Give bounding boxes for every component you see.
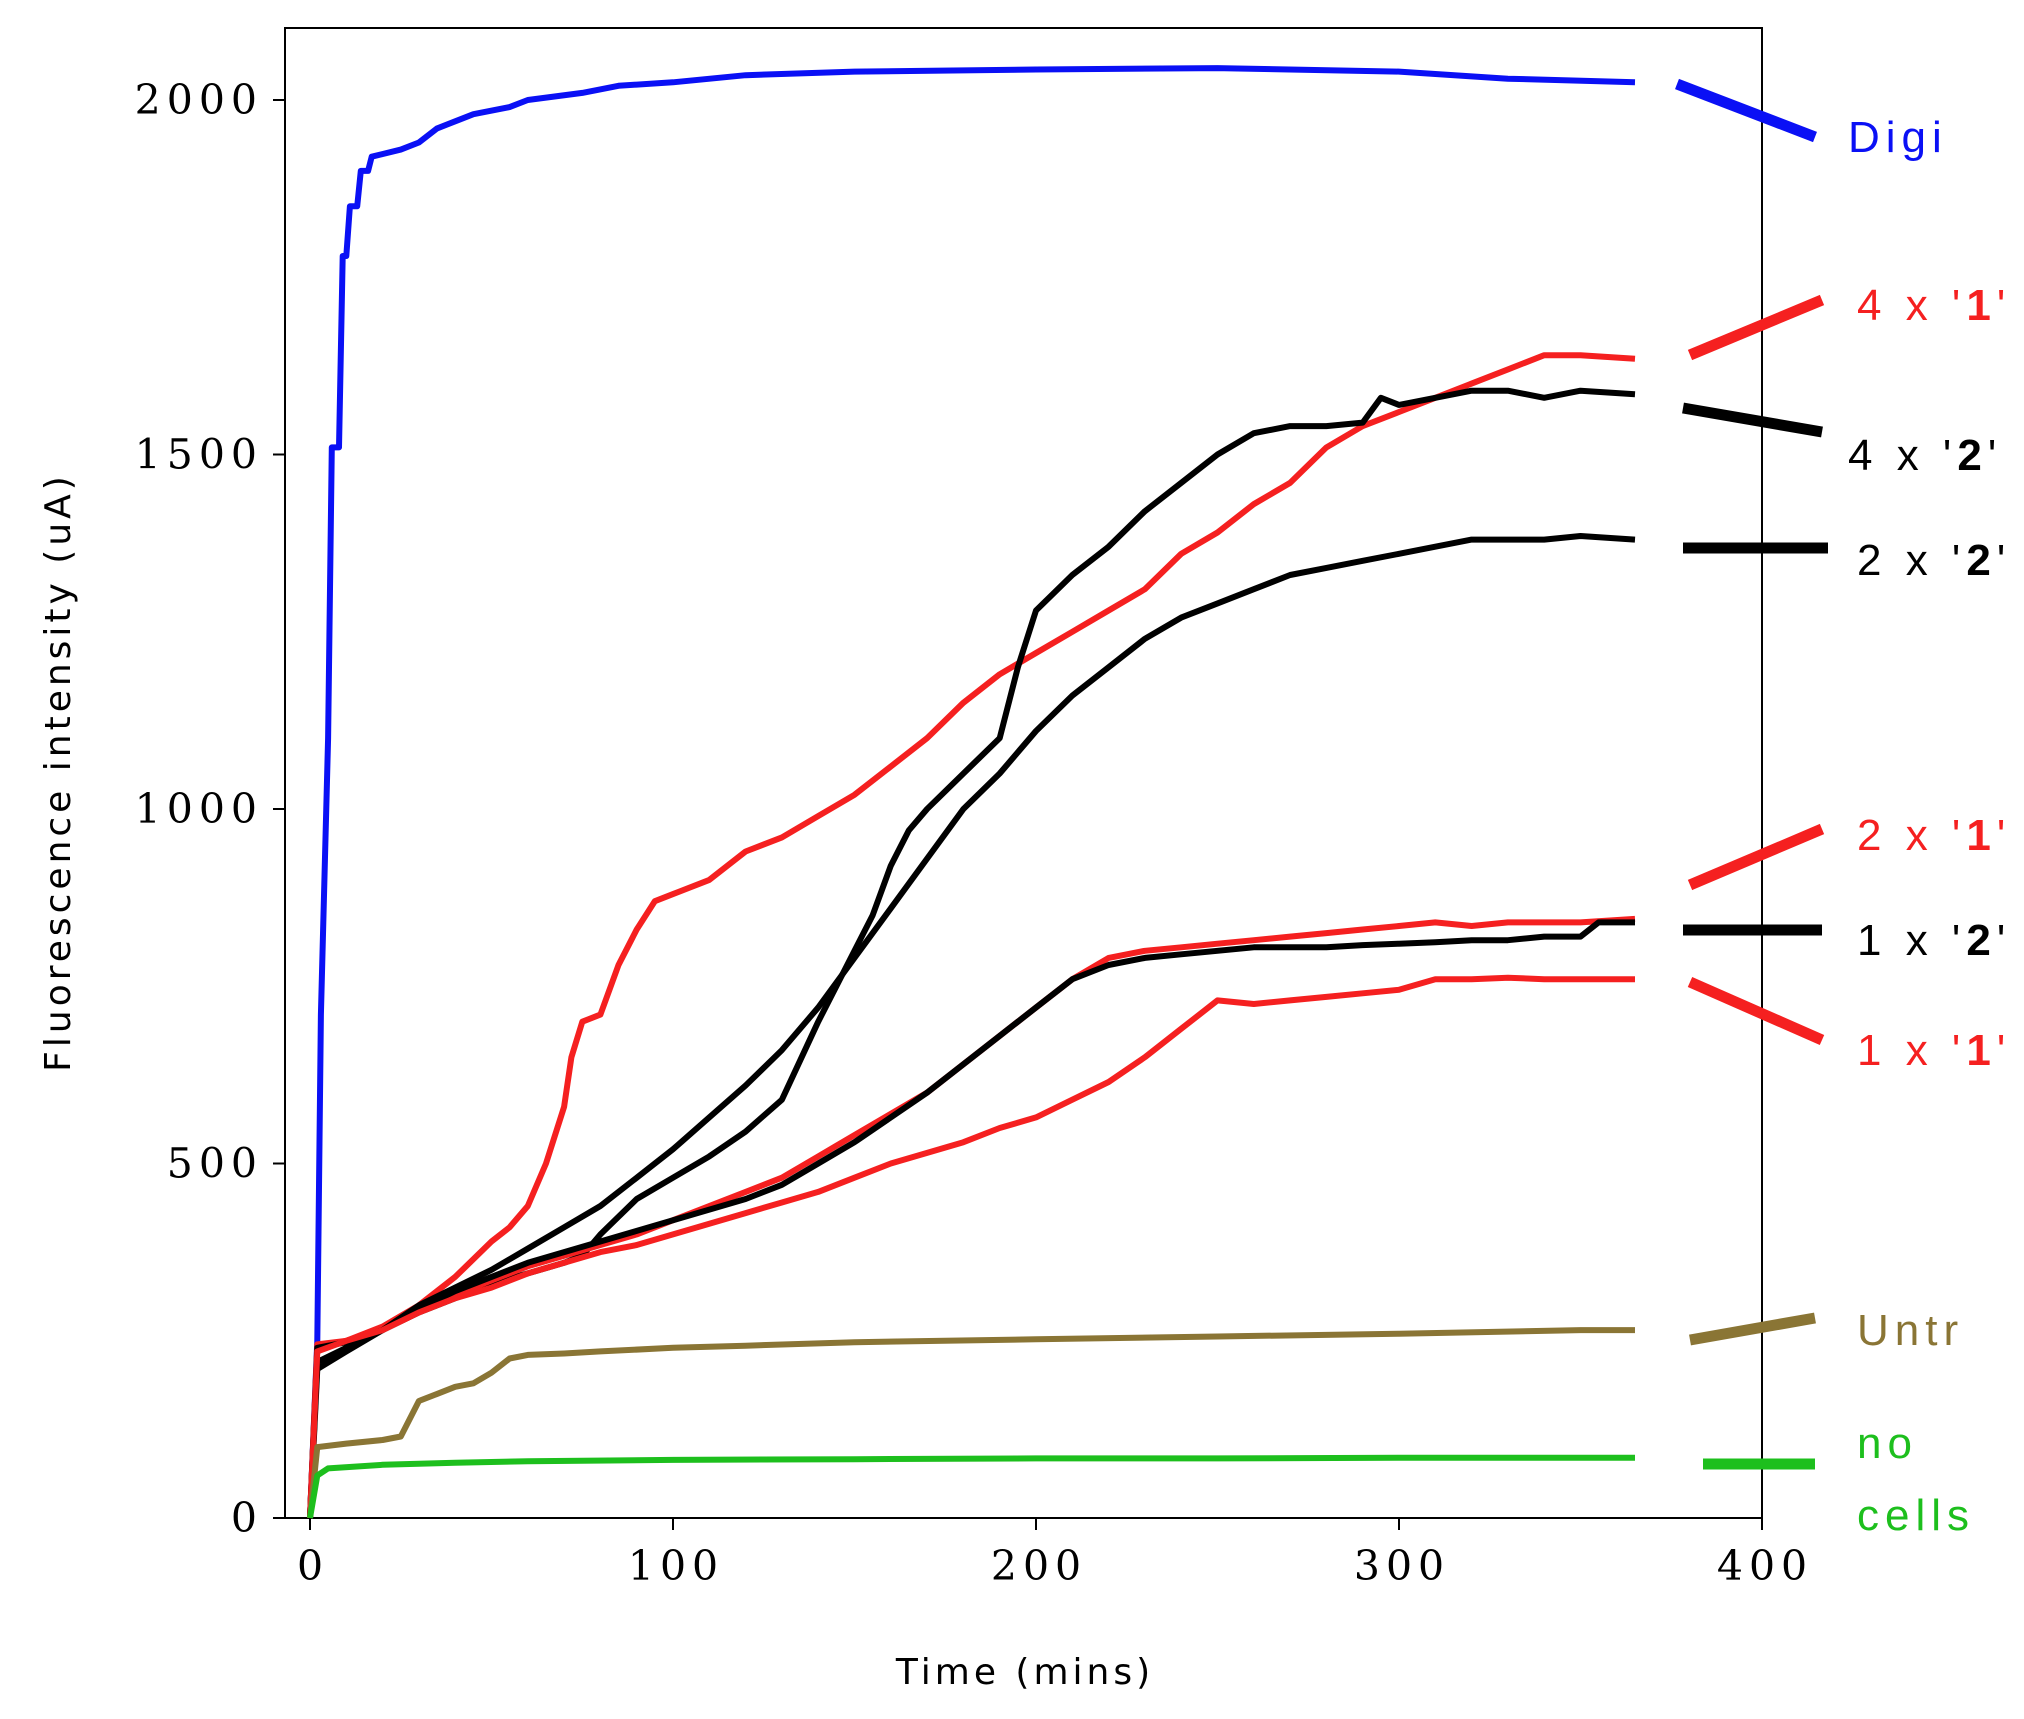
x-tick-label: 200 — [991, 1542, 1087, 1590]
legend-swatch-7 — [1689, 1312, 1816, 1346]
legend-label-part: 2 x ' — [1857, 536, 1966, 585]
legend-label-part: no — [1857, 1419, 1918, 1468]
series-layer — [307, 65, 1636, 1519]
series-line-1 — [307, 352, 1636, 1519]
legend-label-part: ' — [1997, 811, 2011, 860]
x-tick-label: 100 — [628, 1542, 724, 1590]
series-line-8 — [307, 1454, 1635, 1519]
series-line-2 — [307, 387, 1636, 1519]
legend-label-part: 1 — [1966, 811, 1996, 860]
y-axis-label: Fluorescence intensity (uA) — [38, 472, 79, 1072]
legend-label-part: ' — [1997, 916, 2011, 965]
legend-label-part: 1 — [1966, 281, 1996, 330]
series-line-5 — [307, 919, 1635, 1519]
legend-label-part: 1 — [1966, 1026, 1996, 1075]
legend-label-part: Digi — [1848, 113, 1948, 162]
series-line-7 — [307, 1327, 1635, 1519]
legend-label-1: 4 x '1' — [1857, 281, 2011, 330]
x-tick-label: 300 — [1354, 1542, 1450, 1590]
legend-label-part: 4 x ' — [1848, 431, 1957, 480]
legend-label-part: ' — [1988, 431, 2002, 480]
series-line-4 — [307, 915, 1636, 1519]
legend-label-part: ' — [1997, 281, 2011, 330]
legend-label-part: 1 x ' — [1857, 916, 1966, 965]
legend-label-part: 1 x ' — [1857, 1026, 1966, 1075]
series-line-0 — [307, 65, 1636, 1519]
series-line-3 — [307, 533, 1636, 1519]
y-tick-label: 0 — [231, 1494, 263, 1542]
legend-label-6: 1 x '1' — [1857, 1026, 2011, 1075]
y-tick-label: 1500 — [135, 431, 263, 479]
legend-label-part: 2 — [1966, 536, 1996, 585]
legend-label-part: cells — [1857, 1491, 1975, 1540]
legend-swatch-2 — [1682, 402, 1823, 438]
legend-swatch-4 — [1687, 823, 1825, 891]
y-tick-label: 500 — [167, 1140, 263, 1188]
axes: 0 500 1000 1500 2000 0 100 200 300 400 — [135, 76, 1813, 1590]
legend-label-0: Digi — [1848, 113, 1948, 162]
legend-label-7: Untr — [1857, 1306, 1964, 1355]
legend-label-8: cells — [1857, 1491, 1975, 1540]
y-tick-label: 1000 — [135, 785, 263, 833]
legend-label-3: 2 x '2' — [1857, 536, 2011, 585]
x-tick-label: 0 — [297, 1542, 329, 1590]
y-tick-label: 2000 — [135, 76, 263, 124]
legend-label-part: 2 x ' — [1857, 811, 1966, 860]
legend-label-part: Untr — [1857, 1306, 1964, 1355]
x-axis-label: Time (mins) — [895, 1652, 1154, 1693]
legend-label-part: 4 x ' — [1857, 281, 1966, 330]
legend-label-part: 2 — [1957, 431, 1987, 480]
legend-label-5: 1 x '2' — [1857, 916, 2011, 965]
series-line-6 — [307, 974, 1635, 1519]
legend-swatch-0 — [1675, 78, 1817, 143]
x-tick-label: 400 — [1717, 1542, 1813, 1590]
legend-label-4: 2 x '1' — [1857, 811, 2011, 860]
legend-label-2: 4 x '2' — [1848, 431, 2002, 480]
legend-label-part: 2 — [1966, 916, 1996, 965]
legend-label-part: ' — [1997, 1026, 2011, 1075]
legend-label-part: ' — [1997, 536, 2011, 585]
legend-swatch-1 — [1687, 294, 1825, 361]
legend-swatch-6 — [1687, 976, 1825, 1046]
legend-label-8: no — [1857, 1419, 1918, 1468]
plot-frame — [284, 27, 1763, 1519]
